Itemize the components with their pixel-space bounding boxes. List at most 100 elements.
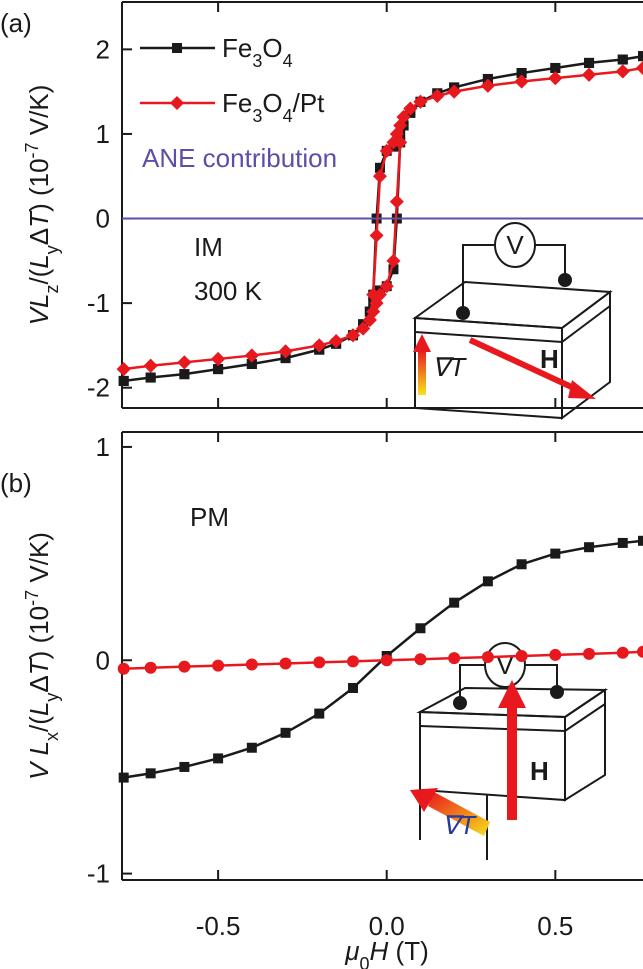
data-point xyxy=(480,78,495,93)
data-point xyxy=(118,375,129,386)
axis-label-part: L xyxy=(24,294,54,308)
axis-label-part: T xyxy=(24,210,54,228)
panel-label: (b) xyxy=(0,468,32,498)
sample-side xyxy=(564,688,606,802)
x-tick-label: 0.5 xyxy=(537,911,573,941)
data-point xyxy=(638,535,643,546)
data-point xyxy=(413,94,428,109)
contact xyxy=(453,696,467,710)
data-point xyxy=(617,54,628,65)
data-point xyxy=(179,369,190,380)
data-point xyxy=(515,650,528,662)
panel-label: (a) xyxy=(0,8,32,38)
voltmeter xyxy=(484,642,526,688)
inset-label: V xyxy=(506,230,524,260)
inset-diagram xyxy=(412,222,613,420)
axis-label-part: ) (10 xyxy=(24,606,54,659)
contact xyxy=(456,306,470,320)
arrow-head xyxy=(410,788,438,812)
film-layer xyxy=(414,305,611,344)
axis-label-part: L xyxy=(24,254,54,268)
data-point xyxy=(447,84,462,99)
data-point xyxy=(279,657,292,670)
data-point xyxy=(617,537,628,548)
axis-label-part: (T) xyxy=(388,936,428,966)
data-point xyxy=(118,772,129,783)
axis-label-part: x xyxy=(42,732,62,741)
data-point xyxy=(550,548,561,559)
data-point xyxy=(245,658,258,671)
contact xyxy=(558,273,572,287)
x-tick-label: -0.5 xyxy=(196,911,241,941)
data-point xyxy=(246,359,257,370)
axis-label-part: L xyxy=(24,741,54,763)
inset-label: ∇T xyxy=(442,810,477,840)
data-point xyxy=(362,313,377,328)
data-point xyxy=(638,51,643,62)
data-point xyxy=(356,321,371,336)
data-point xyxy=(448,652,461,665)
data-point xyxy=(314,708,325,719)
data-point xyxy=(213,364,224,375)
y-tick-label: 2 xyxy=(96,34,110,64)
data-point xyxy=(369,228,384,243)
data-point xyxy=(430,88,445,103)
data-point xyxy=(584,57,595,68)
axis-label-part: y xyxy=(42,245,62,254)
sample-side xyxy=(561,290,611,420)
data-point xyxy=(211,351,226,366)
data-point xyxy=(144,661,157,674)
axis-label-part: /( xyxy=(24,716,54,732)
axis-label-part: H xyxy=(370,936,389,966)
inset-label: V xyxy=(496,650,514,680)
axis-label-part: /( xyxy=(24,268,54,284)
wire xyxy=(459,664,485,703)
annotation: 300 K xyxy=(194,276,263,306)
wire xyxy=(525,664,558,692)
data-point xyxy=(345,328,360,343)
data-point xyxy=(386,253,401,268)
legend-marker xyxy=(172,43,182,53)
data-point xyxy=(179,761,190,772)
data-point xyxy=(482,576,493,587)
data-point xyxy=(280,727,291,738)
data-point xyxy=(278,344,293,359)
field-arrow xyxy=(468,337,580,393)
data-point xyxy=(549,648,562,661)
data-point xyxy=(584,542,595,553)
arrow-head xyxy=(498,680,526,708)
data-point xyxy=(178,660,191,673)
data-point xyxy=(637,645,643,658)
inset-label: H xyxy=(540,344,559,374)
data-point xyxy=(347,683,358,693)
data-point xyxy=(388,264,399,275)
data-point xyxy=(616,646,629,659)
axis-label-part: V xyxy=(24,305,54,325)
data-point xyxy=(516,68,527,79)
data-point xyxy=(329,334,344,349)
axis-label-part: y xyxy=(42,693,62,702)
data-point xyxy=(366,287,381,302)
inset-label: H xyxy=(530,756,549,786)
data-point xyxy=(380,654,393,667)
axis-label: μ0H (T) xyxy=(344,936,428,969)
legend-marker xyxy=(170,96,184,110)
y-tick-label: 0 xyxy=(96,645,110,675)
axis-label-part: μ xyxy=(344,936,359,966)
axis-label-part: -7 xyxy=(22,142,42,158)
data-point xyxy=(415,623,426,634)
data-point xyxy=(372,169,387,184)
axis-label-part: T xyxy=(24,657,54,675)
y-tick-label: 1 xyxy=(96,119,110,149)
sample-top xyxy=(412,280,613,330)
data-point xyxy=(117,662,130,675)
wire xyxy=(535,244,566,280)
data-point xyxy=(145,768,156,779)
data-point xyxy=(386,135,401,150)
data-point xyxy=(615,64,630,79)
axis-label-part: ) (10 xyxy=(24,158,54,211)
contact xyxy=(550,685,564,699)
data-point xyxy=(548,71,563,86)
legend-label: Fe3O4/Pt xyxy=(222,88,325,126)
